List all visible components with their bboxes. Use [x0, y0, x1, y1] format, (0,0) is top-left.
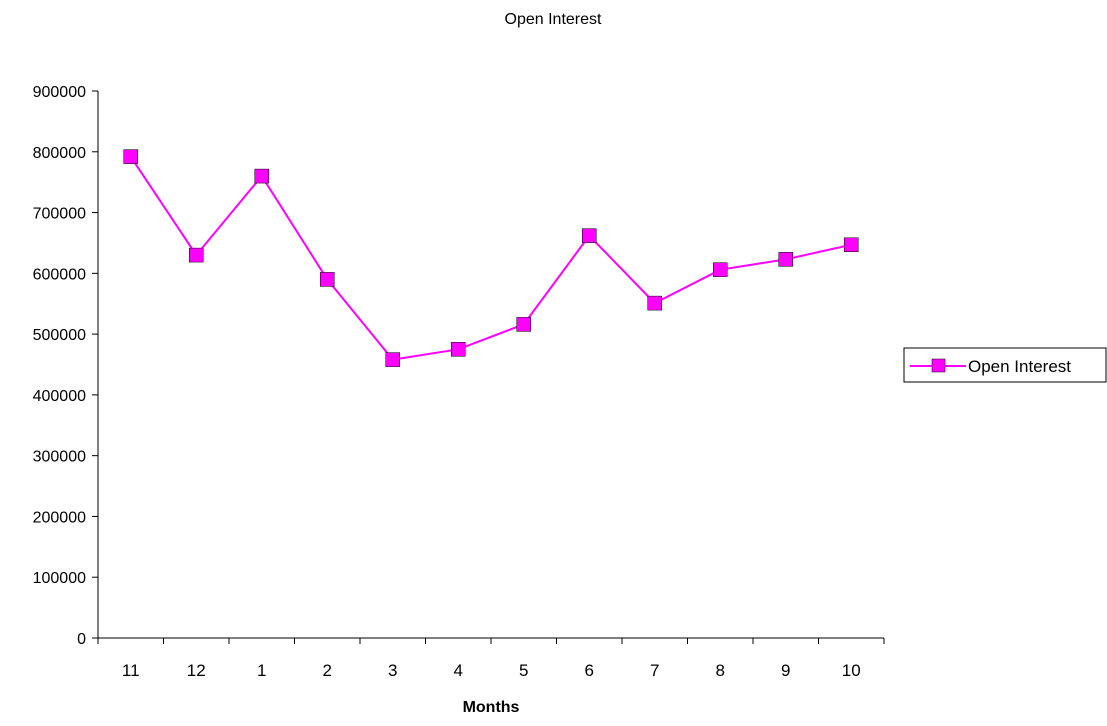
y-tick-label: 800000	[33, 145, 86, 162]
x-tick-label: 5	[519, 661, 528, 680]
x-tick-label: 12	[187, 661, 206, 680]
chart-title: Open Interest	[505, 11, 603, 28]
legend-label: Open Interest	[968, 357, 1071, 376]
x-tick-label: 9	[781, 661, 790, 680]
y-tick-label: 700000	[33, 206, 86, 223]
y-tick-label: 200000	[33, 509, 86, 526]
x-tick-label: 8	[716, 661, 725, 680]
data-point-marker	[189, 247, 204, 263]
data-point-marker	[647, 295, 662, 311]
y-tick-label: 0	[77, 631, 86, 648]
data-point-marker	[778, 252, 793, 267]
x-axis: 11 12 1 2 3 4 5 6 7 8 9 10	[97, 637, 885, 680]
x-tick-label: 11	[122, 661, 140, 680]
data-point-marker	[385, 352, 400, 367]
y-axis: 0 100000 200000 300000 400000 500000 600000 700…	[33, 84, 99, 648]
data-point-marker	[582, 228, 597, 243]
legend: Open Interest	[903, 347, 1107, 383]
x-tick-label: 2	[323, 661, 332, 680]
x-tick-label: 7	[650, 661, 659, 680]
legend-marker	[931, 358, 946, 373]
x-tick-label: 6	[585, 661, 594, 680]
y-tick-label: 900000	[33, 84, 86, 101]
series-layer	[123, 149, 859, 367]
data-point-marker	[320, 272, 335, 287]
x-axis-label: Months	[463, 699, 520, 716]
data-point-marker	[844, 237, 859, 253]
data-point-marker	[254, 168, 269, 184]
y-tick-label: 500000	[33, 327, 86, 344]
x-tick-label: 10	[842, 661, 861, 680]
x-tick-label: 3	[388, 661, 397, 680]
y-tick-label: 600000	[33, 266, 86, 283]
data-point-marker	[451, 342, 466, 357]
series-line	[129, 156, 852, 361]
data-point-marker	[516, 317, 531, 332]
x-tick-label: 1	[257, 661, 266, 680]
data-point-marker	[123, 149, 138, 164]
y-tick-label: 400000	[33, 388, 86, 405]
y-tick-label: 300000	[33, 449, 86, 466]
y-tick-label: 100000	[33, 570, 86, 587]
x-tick-label: 4	[454, 661, 463, 680]
data-point-marker	[713, 262, 728, 277]
